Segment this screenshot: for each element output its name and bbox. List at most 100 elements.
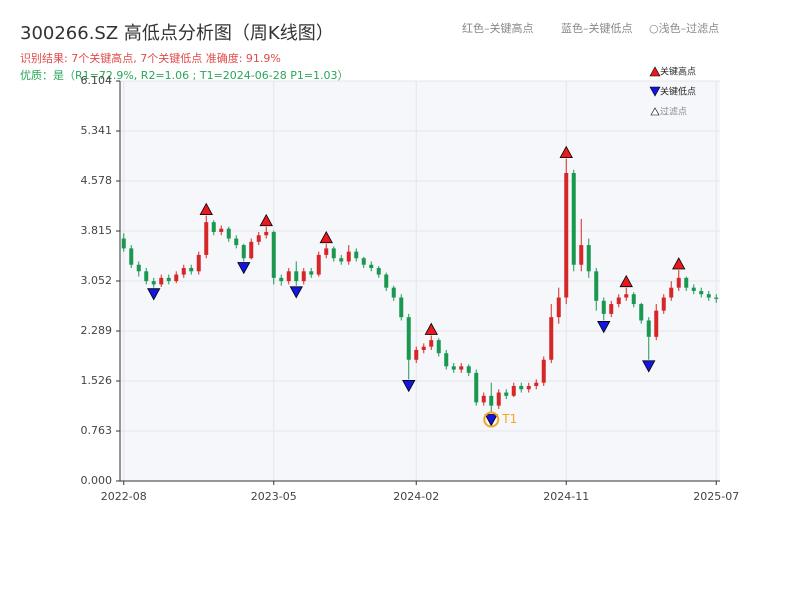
legend-icon xyxy=(650,107,660,116)
candle-body xyxy=(151,281,156,285)
candle-body xyxy=(241,245,246,259)
candle-body xyxy=(121,238,126,249)
candle-body xyxy=(301,271,306,282)
candle-body xyxy=(594,271,599,301)
candle-body xyxy=(249,241,254,259)
top-legend: ○浅色–过滤点 xyxy=(649,21,719,35)
candle-body xyxy=(339,258,344,262)
candle-body xyxy=(166,277,171,282)
key-high-marker xyxy=(259,213,273,227)
subtitle: 识别结果: 7个关键高点, 7个关键低点 准确度: 91.9% xyxy=(20,51,281,65)
x-tick-label: 2024-11 xyxy=(543,490,589,503)
legend: 关键高点 关键低点 过滤点 xyxy=(649,66,696,118)
candle-body xyxy=(481,395,486,403)
candle-body xyxy=(654,310,659,337)
candle-body xyxy=(324,248,329,255)
key-low-marker xyxy=(147,288,161,301)
candle-body xyxy=(579,245,584,265)
plot: T1 xyxy=(120,80,720,482)
candle-body xyxy=(189,268,194,272)
candle-body xyxy=(669,287,674,298)
legend-label: 关键低点 xyxy=(660,86,696,98)
candle-body xyxy=(706,294,711,298)
y-tick-label: 6.104 xyxy=(81,74,113,87)
candle-body xyxy=(466,366,471,373)
candle-body xyxy=(616,297,621,305)
candle-body xyxy=(549,317,554,360)
candle-body xyxy=(256,235,261,242)
x-tick-label: 2023-05 xyxy=(251,490,297,503)
y-tick-label: 1.526 xyxy=(81,374,113,387)
candle-body xyxy=(219,228,224,232)
legend-icon xyxy=(649,86,661,97)
key-low-marker xyxy=(237,262,251,275)
candle-body xyxy=(181,268,186,275)
candle-body xyxy=(406,317,411,360)
candle-body xyxy=(421,346,426,350)
candle-body xyxy=(144,271,149,282)
candle-body xyxy=(286,271,291,282)
candle-body xyxy=(399,297,404,318)
candle-body xyxy=(271,231,276,278)
y-tick-label: 0.763 xyxy=(81,424,113,437)
candle-body xyxy=(376,268,381,275)
candle-body xyxy=(196,254,201,272)
candle-body xyxy=(264,231,269,236)
key-high-marker xyxy=(559,145,573,158)
candle-body xyxy=(136,264,141,272)
key-low-marker xyxy=(402,380,416,393)
chart-title: 300266.SZ 高低点分析图（周K线图） xyxy=(20,23,334,44)
annotation-label: T1 xyxy=(501,412,517,426)
candle-body xyxy=(234,238,239,246)
top-legend: 红色–关键高点 xyxy=(462,21,534,35)
candle-body xyxy=(174,274,179,282)
legend-icon xyxy=(649,66,661,77)
candle-body xyxy=(309,271,314,275)
candle-body xyxy=(631,294,636,305)
candle-body xyxy=(226,228,231,239)
candle-body xyxy=(684,277,689,288)
candle-body xyxy=(639,304,644,321)
y-tick-label: 4.578 xyxy=(81,174,113,187)
key-high-marker xyxy=(672,257,686,270)
candle-body xyxy=(519,385,524,390)
annotation-circle xyxy=(483,411,500,428)
candle-body xyxy=(354,251,359,259)
candle-body xyxy=(646,320,651,337)
candle-body xyxy=(526,385,531,390)
candle-body xyxy=(586,245,591,272)
candle-body xyxy=(159,277,164,285)
subtitle: 优质：是（R1=72.9%, R2=1.06 ; T1=2024-06-28 P… xyxy=(20,69,349,82)
candle-body xyxy=(714,297,719,299)
y-tick-label: 3.815 xyxy=(81,224,113,237)
candle-body xyxy=(369,264,374,269)
y-tick-label: 2.289 xyxy=(81,324,113,337)
candle-body xyxy=(414,349,419,360)
candle-body xyxy=(384,274,389,288)
key-low-marker xyxy=(484,414,498,427)
top-legend: 蓝色–关键低点 xyxy=(561,21,633,35)
key-low-marker xyxy=(289,286,303,299)
candle-body xyxy=(699,290,704,295)
candle-body xyxy=(661,297,666,311)
candle-body xyxy=(511,385,516,396)
candle-body xyxy=(496,392,501,406)
legend-label: 关键高点 xyxy=(660,66,696,78)
candle-body xyxy=(676,277,681,288)
candle-body xyxy=(564,173,569,298)
candle-body xyxy=(316,254,321,275)
candle-body xyxy=(204,222,209,255)
candle-body xyxy=(556,297,561,318)
candle-body xyxy=(451,366,456,370)
candle-body xyxy=(489,395,494,406)
candle-body xyxy=(436,340,441,354)
candle-body xyxy=(391,287,396,298)
candle-body xyxy=(624,294,629,298)
candle-body xyxy=(211,222,216,232)
candle-body xyxy=(534,382,539,386)
y-tick-label: 3.052 xyxy=(81,274,113,287)
key-high-marker xyxy=(424,322,438,335)
key-high-marker xyxy=(319,230,333,244)
candle-body xyxy=(361,258,366,265)
